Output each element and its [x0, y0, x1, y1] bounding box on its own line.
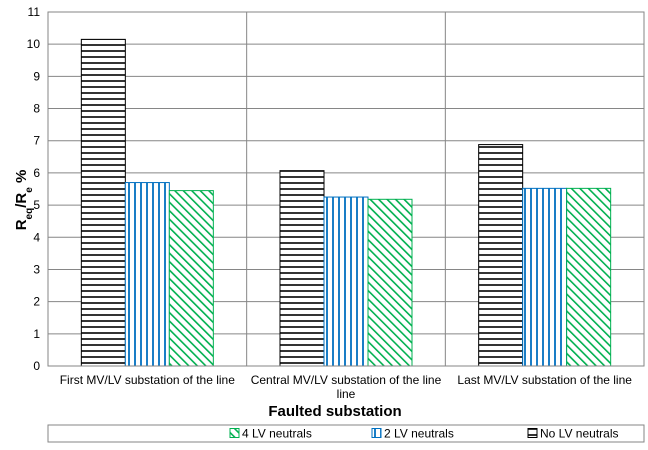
y-tick-label: 9	[33, 69, 40, 83]
plot-area-border	[47, 11, 645, 367]
y-axis-title-main: R	[13, 219, 30, 230]
x-category-label: line	[337, 387, 356, 401]
y-tick-label: 10	[27, 37, 41, 51]
x-category-label: First MV/LV substation of the line	[60, 373, 236, 387]
x-category-label: Last MV/LV substation of the line	[457, 373, 632, 387]
bar-4-lv-neutrals	[367, 198, 413, 367]
y-tick-label: 0	[33, 359, 40, 373]
bar-no-lv-neutrals	[80, 38, 126, 367]
y-axis-title: Req/Re %	[13, 170, 35, 231]
bar-4-lv-neutrals	[168, 190, 214, 367]
y-tick-label: 2	[33, 295, 40, 309]
y-axis-title-sub1: eq	[24, 208, 35, 220]
legend-swatch	[371, 428, 382, 438]
bar-no-lv-neutrals	[478, 144, 524, 367]
legend-label: 2 LV neutrals	[384, 427, 454, 441]
legend-label: 4 LV neutrals	[242, 427, 312, 441]
y-axis-title-sub2: e	[24, 187, 35, 193]
bars-layer	[80, 38, 612, 367]
labels-layer: 0 1 2 3 4 5 6 7 8 9 10 11 First MV/LV substation of …	[27, 5, 633, 401]
bar-2-lv-neutrals	[522, 187, 568, 367]
y-tick-label: 7	[33, 134, 40, 148]
y-axis-title-tail: %	[13, 170, 30, 188]
bar-no-lv-neutrals	[279, 170, 325, 367]
legend-box	[47, 424, 645, 443]
x-axis-title: Faulted substation	[268, 403, 401, 420]
bar-4-lv-neutrals	[566, 187, 612, 367]
bar-2-lv-neutrals	[323, 196, 369, 367]
legend: 4 LV neutrals 2 LV neutrals No LV neutrals	[47, 424, 645, 443]
axes-layer	[47, 11, 645, 367]
y-tick-label: 11	[28, 5, 41, 19]
legend-swatch	[527, 428, 538, 438]
y-tick-label: 6	[33, 166, 40, 180]
legend-label: No LV neutrals	[540, 427, 619, 441]
y-tick-label: 1	[33, 327, 40, 341]
legend-swatch	[229, 428, 240, 438]
y-tick-label: 4	[33, 230, 40, 244]
y-tick-label: 5	[33, 198, 40, 212]
x-category-label: Central MV/LV substation of the line	[251, 373, 442, 387]
bar-2-lv-neutrals	[124, 182, 170, 367]
y-tick-label: 3	[33, 262, 40, 276]
y-tick-label: 8	[33, 102, 40, 116]
y-axis-title-mid: /R	[13, 193, 30, 208]
